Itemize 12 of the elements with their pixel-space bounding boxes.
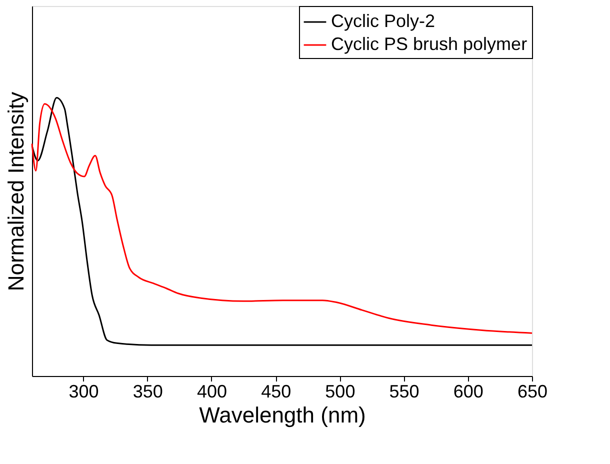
x-tick-label: 450 [261, 382, 292, 402]
x-tick-label: 300 [68, 382, 99, 402]
x-tick-label: 350 [132, 382, 163, 402]
y-axis-title: Normalized Intensity [4, 92, 28, 292]
legend-label: Cyclic PS brush polymer [331, 34, 528, 54]
x-tick-label: 650 [517, 382, 548, 402]
x-tick-label: 600 [453, 382, 484, 402]
x-tick-label: 500 [325, 382, 356, 402]
x-tick-label: 550 [389, 382, 420, 402]
x-axis-title: Wavelength (nm) [199, 402, 366, 428]
x-tick-label: 400 [196, 382, 228, 402]
legend-label: Cyclic Poly-2 [331, 11, 436, 31]
